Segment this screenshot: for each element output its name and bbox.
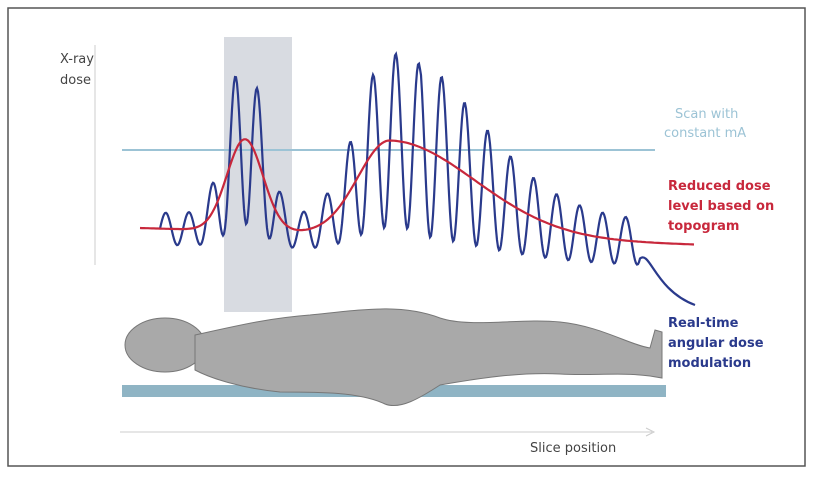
x-axis-label: Slice position bbox=[530, 441, 616, 456]
y-axis-label: dose bbox=[60, 73, 91, 88]
diagram: X-ray dose Scan with constant mA Reduced… bbox=[0, 0, 813, 474]
y-axis-label: X-ray bbox=[60, 52, 94, 67]
constant-label: constant mA bbox=[664, 126, 746, 141]
reduced-label: Reduced dose bbox=[668, 179, 771, 194]
realtime-label: modulation bbox=[668, 356, 751, 371]
realtime-label: angular dose bbox=[668, 336, 764, 351]
reduced-label: topogram bbox=[668, 219, 739, 234]
realtime-label: Real-time bbox=[668, 316, 739, 331]
reduced-label: level based on bbox=[668, 199, 774, 214]
constant-label: Scan with bbox=[675, 107, 738, 122]
